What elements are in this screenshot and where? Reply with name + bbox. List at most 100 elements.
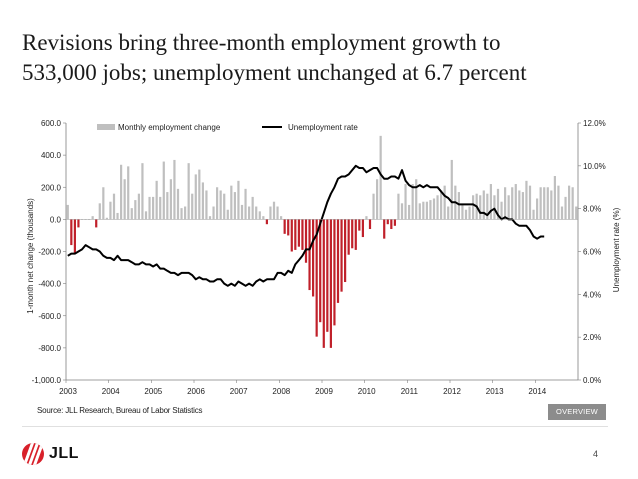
employment-bar (443, 185, 446, 220)
employment-bar (546, 187, 549, 220)
employment-bar (134, 200, 137, 220)
employment-bar (223, 193, 226, 220)
employment-bar (550, 190, 553, 220)
employment-bar (536, 198, 539, 220)
employment-bar (564, 196, 567, 220)
x-tick-label: 2014 (528, 387, 546, 396)
employment-bar (301, 219, 304, 250)
x-tick-label: 2010 (358, 387, 376, 396)
employment-bar (130, 208, 133, 220)
employment-bar (329, 219, 332, 348)
employment-bar (518, 190, 521, 220)
employment-bar (436, 195, 439, 220)
employment-bar (205, 190, 208, 220)
employment-bar (432, 198, 436, 220)
employment-bar (400, 203, 404, 220)
employment-bar (344, 219, 347, 283)
x-tick-label: 2011 (401, 387, 419, 396)
unemployment-rate-line (67, 164, 545, 287)
employment-bar (404, 184, 407, 220)
employment-bar (351, 219, 354, 249)
employment-bar (408, 204, 411, 220)
employment-bar (208, 216, 212, 220)
y2-tick-label: 2.0% (583, 333, 601, 342)
employment-bar (322, 219, 325, 348)
employment-bar (425, 201, 428, 220)
y-tick-label: 600.0 (41, 119, 62, 128)
employment-bar (393, 219, 396, 226)
employment-bar (219, 190, 222, 220)
employment-bar (91, 216, 94, 220)
employment-bar (319, 219, 322, 323)
employment-bar (187, 163, 190, 220)
chart-legend: Monthly employment change Unemployment r… (97, 123, 358, 132)
employment-bar (493, 195, 496, 220)
employment-bar (514, 184, 517, 220)
employment-bar (575, 206, 578, 220)
y2-tick-label: 0.0% (583, 376, 601, 385)
employment-bar (411, 184, 414, 220)
employment-bar (66, 204, 69, 220)
employment-bar (450, 159, 453, 220)
employment-bar (361, 219, 364, 238)
employment-bar (112, 193, 116, 220)
y-tick-label: -1,000.0 (32, 376, 62, 385)
employment-bar (383, 219, 386, 239)
employment-bar (532, 209, 535, 220)
employment-bar (525, 180, 528, 220)
employment-bar (137, 193, 140, 220)
legend-bar-label: Monthly employment change (118, 123, 221, 132)
employment-bar (148, 196, 151, 220)
employment-bar (429, 200, 432, 220)
y2-tick-label: 12.0% (583, 119, 606, 128)
employment-bar (272, 201, 276, 220)
employment-bar (365, 216, 368, 220)
x-tick-label: 2013 (486, 387, 504, 396)
employment-bar (447, 206, 450, 220)
employment-bar (418, 203, 421, 220)
employment-bar (233, 192, 236, 220)
employment-bar (240, 204, 244, 220)
employment-bar (390, 219, 393, 230)
employment-bar (287, 219, 290, 236)
employment-bar (376, 179, 379, 220)
employment-bar (315, 219, 318, 337)
employment-bar (304, 219, 308, 263)
employment-bar (333, 219, 336, 326)
employment-bar (511, 187, 514, 220)
employment-bar (265, 219, 268, 225)
x-tick-label: 2005 (144, 387, 162, 396)
x-tick-label: 2012 (443, 387, 461, 396)
employment-bar (191, 193, 194, 220)
employment-bar (116, 212, 119, 220)
employment-bar (144, 211, 148, 220)
jll-logo-icon (22, 443, 44, 465)
slide-title-line-2: 533,000 jobs; unemployment unchanged at … (22, 60, 527, 85)
employment-bar (461, 204, 464, 220)
employment-bar (184, 206, 187, 220)
employment-bar (521, 192, 524, 220)
y-tick-label: 200.0 (41, 183, 62, 192)
x-tick-label: 2006 (187, 387, 205, 396)
employment-bar (457, 192, 460, 220)
employment-bar (280, 216, 283, 220)
employment-bar (560, 206, 564, 220)
employment-bar (73, 219, 76, 254)
employment-bar (472, 195, 475, 220)
employment-bar (507, 195, 510, 220)
overview-badge[interactable]: OVERVIEW (548, 404, 606, 420)
employment-bar (255, 206, 258, 220)
x-tick-label: 2007 (230, 387, 248, 396)
slide-title-line-1: Revisions bring three-month employment g… (22, 30, 501, 55)
employment-bar (198, 169, 201, 220)
employment-bar (176, 188, 180, 220)
employment-bar (358, 219, 361, 231)
employment-bar (201, 182, 204, 220)
employment-bar (397, 193, 400, 220)
employment-bar (248, 206, 251, 220)
employment-bar (308, 219, 311, 291)
employment-bar (468, 206, 471, 220)
employment-bar (159, 196, 162, 220)
y-tick-label: 0.0 (50, 215, 62, 224)
